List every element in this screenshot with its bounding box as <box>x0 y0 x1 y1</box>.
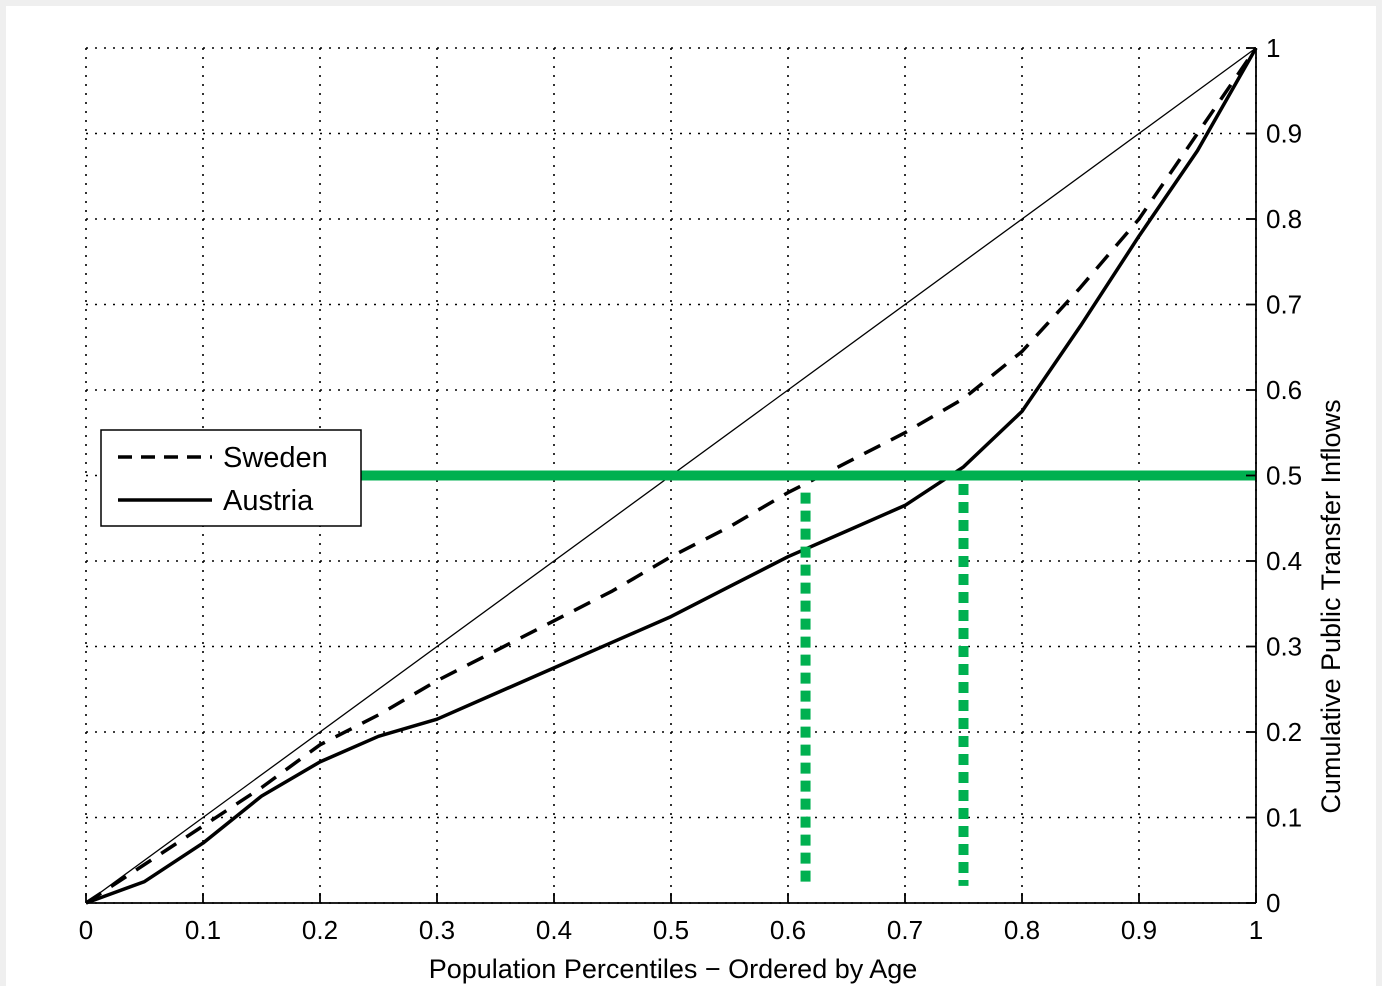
legend-box <box>100 429 362 527</box>
tick-labels: 0 0.1 0.2 0.3 0.4 0.5 0.6 0.7 0.8 0.9 100.10.20.30… <box>79 33 1302 945</box>
x-tick-label: 0.8 <box>1004 915 1040 945</box>
y-tick-label: 1 <box>1266 33 1280 63</box>
y-tick-label: 0.2 <box>1266 717 1302 747</box>
x-tick-label: 0 <box>79 915 93 945</box>
y-tick-label: 0 <box>1266 888 1280 918</box>
legend-label-sweden: Sweden <box>223 442 328 474</box>
y-tick-label: 0.5 <box>1266 461 1302 491</box>
y-tick-label: 0.4 <box>1266 546 1302 576</box>
y-tick-label: 0.3 <box>1266 632 1302 662</box>
y-tick-label: 0.9 <box>1266 119 1302 149</box>
y-tick-label: 0.8 <box>1266 204 1302 234</box>
y-axis-label: Cumulative Public Transfer Inflows <box>1316 399 1346 813</box>
x-tick-label: 0.4 <box>536 915 572 945</box>
x-tick-label: 1 <box>1249 915 1263 945</box>
series-line-austria <box>85 47 1258 905</box>
x-tick-label: 0.5 <box>653 915 689 945</box>
axes <box>85 47 1257 904</box>
x-tick-label: 0.9 <box>1121 915 1157 945</box>
x-tick-label: 0.3 <box>419 915 455 945</box>
y-tick-label: 0.6 <box>1266 375 1302 405</box>
x-tick-label: 0.7 <box>887 915 923 945</box>
legend-label-austria: Austria <box>223 485 314 517</box>
y-tick-label: 0.1 <box>1266 803 1302 833</box>
x-tick-label: 0.6 <box>770 915 806 945</box>
line-chart: 0 0.1 0.2 0.3 0.4 0.5 0.6 0.7 0.8 0.9 100.10.20.30… <box>79 33 1346 984</box>
chart-panel: 0 0.1 0.2 0.3 0.4 0.5 0.6 0.7 0.8 0.9 1 0 0.1 0.2 0.3 0… <box>6 6 1376 986</box>
series-line-sweden <box>85 47 1258 905</box>
y-tick-label: 0.7 <box>1266 290 1302 320</box>
x-tick-label: 0.2 <box>302 915 338 945</box>
annotation-layer <box>355 470 1256 886</box>
x-axis-label: Population Percentiles − Ordered by Age <box>429 954 918 984</box>
x-tick-label: 0.1 <box>185 915 221 945</box>
legend: Sweden Austria <box>100 429 362 527</box>
series-layer <box>85 47 1258 905</box>
